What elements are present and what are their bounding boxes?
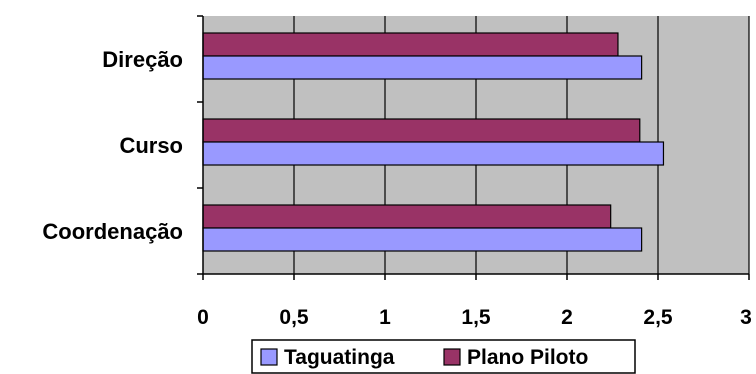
x-tick-label: 1 [379, 306, 391, 329]
category-labels: Direção Curso Coordenação [42, 47, 183, 244]
bar-taguatinga [202, 141, 665, 166]
x-tick-label: 0 [197, 306, 209, 329]
x-tick-label: 3 [740, 306, 752, 329]
legend-swatch-plano-piloto [443, 348, 461, 366]
bar-taguatinga [202, 55, 643, 80]
axes [197, 15, 750, 280]
bar-plano-piloto [202, 204, 612, 229]
bars [202, 32, 665, 252]
x-tick-label: 1,5 [461, 306, 491, 329]
category-label: Direção [102, 47, 183, 72]
bar-plano-piloto [202, 118, 641, 143]
legend: Taguatinga Plano Piloto [251, 339, 636, 374]
x-tick-label: 2 [561, 306, 573, 329]
x-tick-label: 0,5 [279, 306, 309, 329]
x-tick-labels: 0 0,5 1 1,5 2 2,5 3 [197, 306, 752, 329]
bar-plano-piloto [202, 32, 619, 57]
bar-taguatinga [202, 227, 643, 252]
legend-label: Plano Piloto [467, 346, 588, 369]
category-label: Coordenação [42, 219, 183, 244]
category-label: Curso [119, 133, 183, 158]
x-tick-label: 2,5 [643, 306, 673, 329]
legend-swatch-taguatinga [260, 348, 278, 366]
legend-label: Taguatinga [284, 346, 395, 369]
